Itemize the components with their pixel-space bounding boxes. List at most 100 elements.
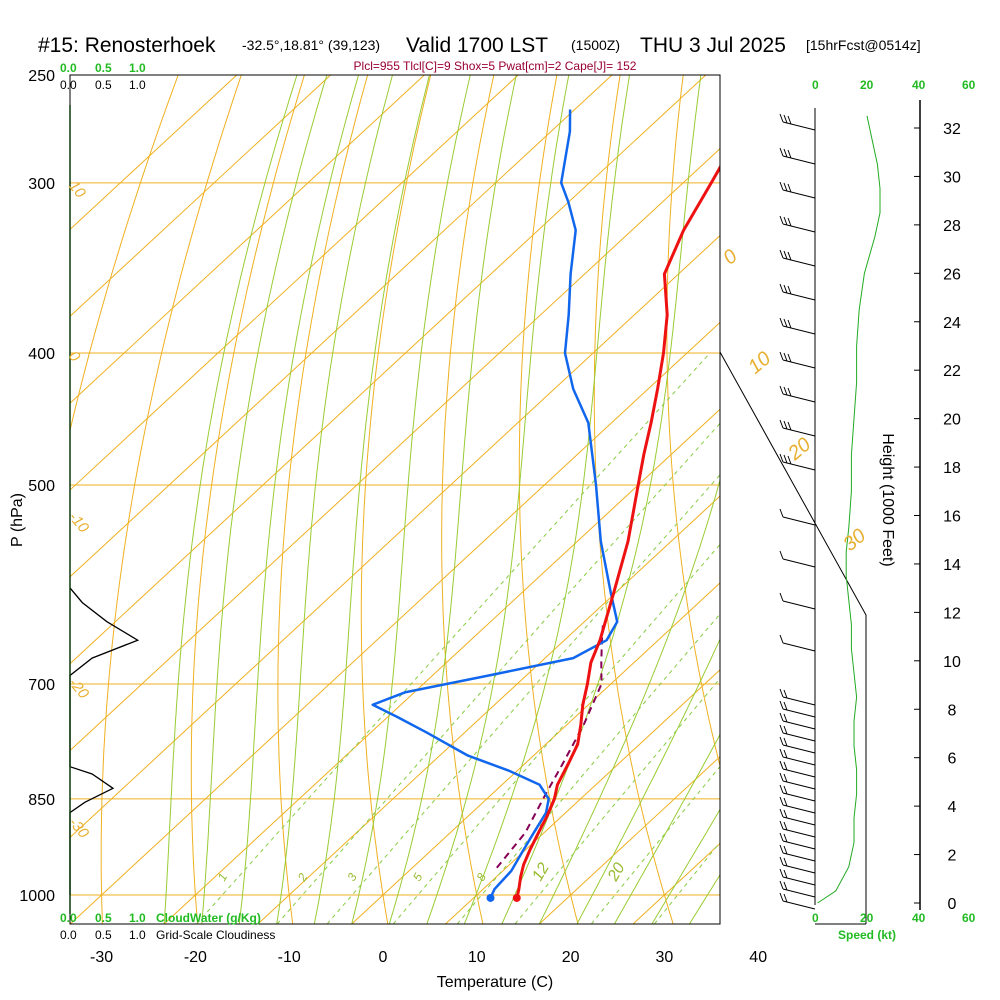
wind-barb [779, 736, 816, 754]
wind-barb-feather [779, 385, 784, 395]
wind-barb [779, 892, 816, 910]
wind-barb-feather [779, 808, 784, 818]
mixing-ratio-line [326, 474, 720, 924]
wind-barb-feather [783, 148, 788, 158]
wind-barb-feather [779, 453, 784, 463]
wind-barb [779, 772, 816, 790]
pressure-tick-label-250: 250 [28, 68, 55, 85]
mixing-ratio-line [654, 841, 720, 924]
x-axis-title: Temperature (C) [437, 974, 553, 991]
wind-barb-feather [779, 856, 784, 866]
wind-barb-feather [779, 796, 784, 806]
mixing-ratio-label-5: 5 [410, 870, 426, 883]
pressure-tick-label-700: 700 [28, 677, 55, 694]
mixing-ratio-line [514, 677, 720, 924]
wind-barb-feather [783, 216, 788, 226]
mixing-ratio-label-3: 3 [344, 870, 360, 883]
moist-adiabat-line [388, 75, 517, 924]
wind-barb [779, 592, 816, 610]
cloudiness-top-tick-05: 0.5 [95, 78, 112, 92]
pressure-tick-label-400: 400 [28, 346, 55, 363]
wind-barb-feather [783, 749, 788, 759]
wind-barb-feather [783, 284, 788, 294]
wind-barb [779, 724, 816, 742]
chart-title-valid: Valid 1700 LST [406, 34, 548, 57]
wind-barb [779, 317, 816, 335]
wind-barb-staff [782, 816, 816, 826]
wind-barb-feather [779, 181, 784, 191]
height-tick-label-10: 10 [943, 654, 961, 671]
wind-barb [779, 508, 816, 526]
isotherm-line [70, 75, 519, 491]
dry-adiabat-label--30: -30 [65, 814, 92, 842]
wind-barb-staff [782, 888, 816, 898]
surface-dewpoint-dot [486, 893, 495, 902]
temperature-tick-label-30: 30 [656, 949, 674, 966]
moist-adiabat-line [313, 75, 430, 924]
wind-barb-staff [782, 291, 816, 301]
stability-params: Plcl=955 Tlcl[C]=9 Shox=5 Pwat[cm]=2 Cap… [354, 59, 637, 73]
wind-barb [779, 712, 816, 730]
wind-barb [779, 784, 816, 802]
wind-barb-feather [779, 700, 784, 710]
wind-barb-feather [783, 420, 788, 430]
mixing-ratio-label-20: 20 [604, 860, 628, 885]
height-tick-label-28: 28 [943, 218, 961, 235]
dry-adiabat-label--10: -10 [65, 509, 92, 537]
wind-barb-feather [779, 868, 784, 878]
cloudiness-top-tick-1: 1.0 [129, 78, 146, 92]
moist-adiabat-line [576, 638, 720, 924]
wind-barb [779, 832, 816, 850]
wind-barb-feather [787, 251, 792, 261]
wind-barb-feather [779, 147, 784, 157]
isotherm-line [351, 582, 720, 924]
cloudwater-top-tick-05: 0.5 [95, 61, 112, 75]
wind-barb-staff [782, 461, 816, 471]
wind-barb-feather [787, 149, 792, 159]
wind-barb-feather [783, 713, 788, 723]
isotherm-line [70, 75, 426, 404]
moist-adiabat-label-20: 20 [783, 434, 815, 466]
dry-adiabat-line [737, 51, 863, 924]
wind-barb-staff [782, 121, 816, 131]
wind-barb-feather [779, 592, 784, 602]
isotherm-line [821, 51, 1000, 924]
wind-barb [779, 385, 816, 403]
wind-barb-feather [779, 760, 784, 770]
cloudwater-top-tick-0: 0.0 [60, 61, 77, 75]
dry-adiabat-line [277, 75, 369, 924]
wind-barb-feather [779, 748, 784, 758]
plot-border [69, 74, 721, 925]
wind-barb-staff [782, 223, 816, 233]
wind-barb-feather [783, 182, 788, 192]
wind-barb [779, 453, 816, 471]
wind-barb [779, 113, 816, 131]
wind-barb-feather [779, 820, 784, 830]
wind-barb-feather [779, 844, 784, 854]
speed-top-tick-40: 40 [912, 78, 926, 92]
background-grid [70, 51, 1000, 924]
isotherm-line [70, 234, 720, 839]
wind-barb-feather [779, 215, 784, 225]
plot-frame [69, 74, 721, 925]
wind-barb-staff [782, 427, 816, 437]
wind-barb-staff [782, 876, 816, 886]
isotherm-line [163, 408, 720, 924]
wind-barb-feather [779, 880, 784, 890]
wind-barb-feather [779, 249, 784, 259]
height-tick-label-12: 12 [943, 605, 961, 622]
isotherm-line [539, 755, 720, 924]
dry-adiabat-line [441, 75, 495, 924]
wind-barb-feather [783, 689, 788, 699]
wind-barb [779, 283, 816, 301]
temperature-tick-label--20: -20 [184, 949, 207, 966]
dry-adiabat-line [100, 75, 242, 924]
wind-barb-feather [783, 725, 788, 735]
pressure-tick-label-1000: 1000 [19, 888, 55, 905]
pressure-tick-label-850: 850 [28, 792, 55, 809]
height-tick-label-16: 16 [943, 509, 961, 526]
height-tick-label-18: 18 [943, 460, 961, 477]
chart-title-date: THU 3 Jul 2025 [640, 34, 786, 57]
isotherm-line [70, 75, 332, 317]
